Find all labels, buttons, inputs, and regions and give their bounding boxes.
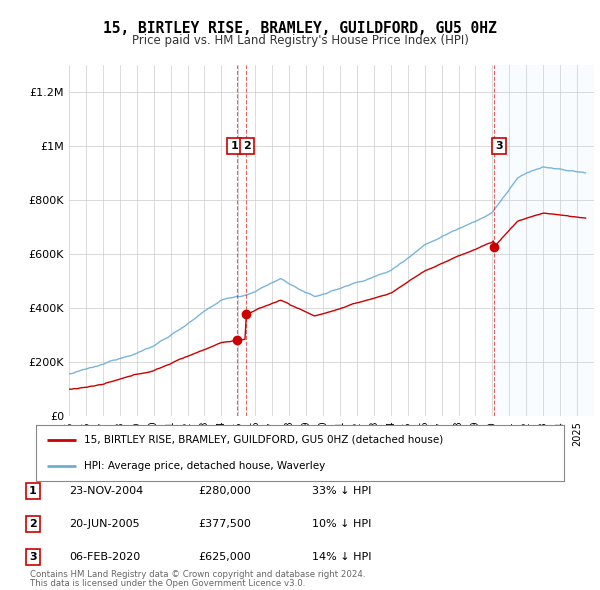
Text: £625,000: £625,000	[198, 552, 251, 562]
Text: 06-FEB-2020: 06-FEB-2020	[69, 552, 140, 562]
Text: 15, BIRTLEY RISE, BRAMLEY, GUILDFORD, GU5 0HZ (detached house): 15, BIRTLEY RISE, BRAMLEY, GUILDFORD, GU…	[83, 435, 443, 445]
Text: £377,500: £377,500	[198, 519, 251, 529]
Text: HPI: Average price, detached house, Waverley: HPI: Average price, detached house, Wave…	[83, 461, 325, 471]
Text: 2: 2	[29, 519, 37, 529]
Text: 14% ↓ HPI: 14% ↓ HPI	[312, 552, 371, 562]
Text: 2: 2	[243, 141, 251, 151]
Text: £280,000: £280,000	[198, 486, 251, 496]
Text: 3: 3	[496, 141, 503, 151]
Text: 1: 1	[29, 486, 37, 496]
Text: 23-NOV-2004: 23-NOV-2004	[69, 486, 143, 496]
Text: This data is licensed under the Open Government Licence v3.0.: This data is licensed under the Open Gov…	[30, 579, 305, 588]
Text: Contains HM Land Registry data © Crown copyright and database right 2024.: Contains HM Land Registry data © Crown c…	[30, 571, 365, 579]
Text: 15, BIRTLEY RISE, BRAMLEY, GUILDFORD, GU5 0HZ: 15, BIRTLEY RISE, BRAMLEY, GUILDFORD, GU…	[103, 21, 497, 35]
Text: 33% ↓ HPI: 33% ↓ HPI	[312, 486, 371, 496]
Text: 20-JUN-2005: 20-JUN-2005	[69, 519, 140, 529]
Text: Price paid vs. HM Land Registry's House Price Index (HPI): Price paid vs. HM Land Registry's House …	[131, 34, 469, 47]
Text: 1: 1	[230, 141, 238, 151]
Text: 10% ↓ HPI: 10% ↓ HPI	[312, 519, 371, 529]
Text: 3: 3	[29, 552, 37, 562]
Bar	[494, 65, 594, 416]
